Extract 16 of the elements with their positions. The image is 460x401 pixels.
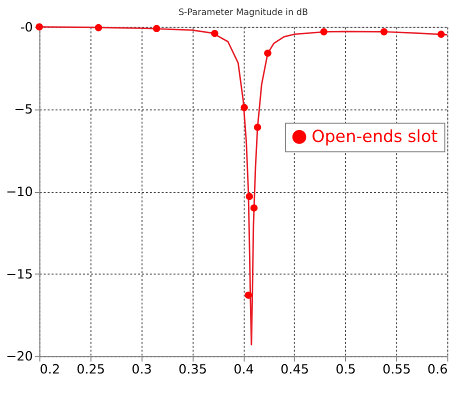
legend-label: Open-ends slot <box>312 126 438 146</box>
x-tick-label: 0.3 <box>132 362 152 378</box>
x-tick-label: 0.6 <box>427 362 448 378</box>
y-tick-label: -0 <box>20 20 33 36</box>
x-tick-label: 0.4 <box>234 362 254 378</box>
y-tick-label: −15 <box>6 267 33 282</box>
x-tick-label: 0.2 <box>40 362 60 378</box>
x-tick-label: 0.5 <box>336 362 356 378</box>
chart-title: S-Parameter Magnitude in dB <box>178 8 308 18</box>
y-tick-label: −5 <box>14 102 33 118</box>
x-tick-label: 0.55 <box>382 362 411 378</box>
y-tick-label: −10 <box>6 184 33 200</box>
x-tick-label: 0.35 <box>178 362 207 378</box>
x-tick-label: 0.45 <box>280 362 309 378</box>
x-tick-label: 0.25 <box>76 362 106 378</box>
y-tick-label: −20 <box>6 350 33 365</box>
